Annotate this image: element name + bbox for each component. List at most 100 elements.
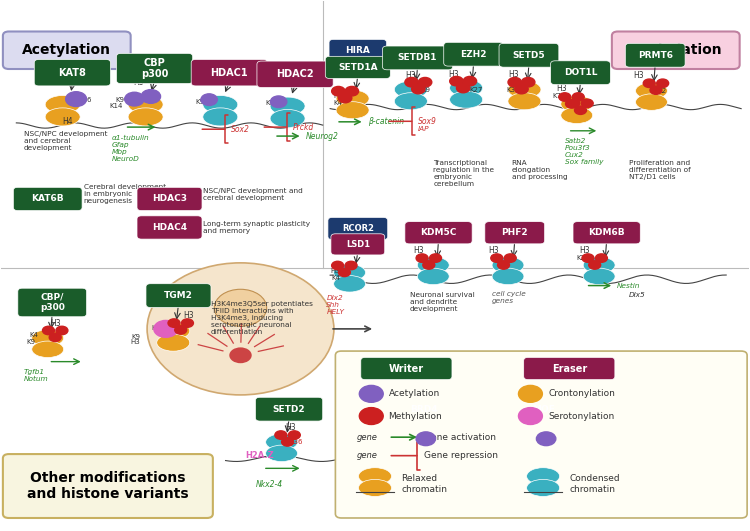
Text: Dlx2
Shh
HELY: Dlx2 Shh HELY [326,295,344,314]
FancyBboxPatch shape [34,59,110,86]
Text: Gene repression: Gene repression [424,451,497,460]
Circle shape [596,254,608,262]
Circle shape [581,99,593,108]
Text: BRD4: BRD4 [410,405,437,414]
Ellipse shape [45,96,80,114]
Circle shape [589,261,601,269]
Circle shape [508,78,521,87]
Text: DOT1L: DOT1L [564,68,597,77]
Text: HIRA: HIRA [346,46,370,55]
FancyBboxPatch shape [328,217,388,239]
Ellipse shape [270,97,305,115]
Circle shape [490,254,502,262]
Text: K9: K9 [115,97,124,103]
Ellipse shape [417,268,449,285]
Ellipse shape [334,276,365,292]
Text: R2: R2 [658,88,667,94]
Text: H3: H3 [556,84,567,93]
Text: macroH2A.1.2: macroH2A.1.2 [362,453,429,462]
Circle shape [56,326,68,335]
Ellipse shape [635,94,668,110]
Circle shape [416,254,428,262]
Text: H3: H3 [580,246,590,255]
Circle shape [332,261,344,270]
Text: Acetylation: Acetylation [22,43,111,57]
FancyBboxPatch shape [484,221,544,244]
FancyBboxPatch shape [331,234,385,255]
Ellipse shape [492,257,524,273]
Ellipse shape [584,268,615,285]
Ellipse shape [45,108,80,126]
FancyBboxPatch shape [612,31,740,69]
Text: Nestin: Nestin [617,282,640,288]
Ellipse shape [522,434,554,450]
Text: Transcriptional
regulation in the
embryonic
cerebellum: Transcriptional regulation in the embryo… [433,160,494,187]
Circle shape [345,87,358,96]
Text: EZH2: EZH2 [460,50,487,59]
Circle shape [154,320,178,337]
Circle shape [416,432,436,446]
Text: K16: K16 [78,97,92,103]
Text: HDAC2: HDAC2 [276,69,314,79]
Text: Acetylation: Acetylation [388,389,439,398]
Circle shape [124,92,144,106]
Text: IAP: IAP [418,126,429,132]
Circle shape [464,76,476,86]
Ellipse shape [561,96,592,112]
Text: K9: K9 [266,100,274,106]
Text: CBP/
p300: CBP/ p300 [40,293,64,312]
Text: Eraser: Eraser [552,364,587,373]
Circle shape [182,319,194,327]
FancyBboxPatch shape [116,54,193,83]
FancyBboxPatch shape [3,31,130,69]
Text: H3: H3 [406,71,416,80]
Ellipse shape [635,83,668,99]
Circle shape [201,94,217,106]
Text: Sox2: Sox2 [231,125,250,134]
Text: Neurog2: Neurog2 [305,132,338,141]
FancyBboxPatch shape [382,46,453,70]
FancyBboxPatch shape [550,61,610,84]
Text: α1-tubulin
Gfap
Mbp
NeuroD: α1-tubulin Gfap Mbp NeuroD [112,134,149,161]
Circle shape [274,431,286,439]
FancyBboxPatch shape [146,284,211,307]
Circle shape [419,78,432,87]
Circle shape [288,431,300,439]
Circle shape [281,438,293,446]
Text: LSD1: LSD1 [346,240,370,249]
Text: K4: K4 [30,332,39,338]
Text: K9: K9 [27,339,36,345]
Ellipse shape [358,468,392,485]
Ellipse shape [450,80,483,97]
Text: MOF: MOF [532,405,554,414]
Text: RCOR2: RCOR2 [342,224,374,233]
Text: Other modifications
and histone variants: Other modifications and histone variants [27,471,189,501]
Circle shape [271,96,286,108]
FancyBboxPatch shape [256,397,322,421]
FancyBboxPatch shape [329,39,386,62]
Circle shape [50,333,62,341]
Text: PHF2: PHF2 [502,228,528,237]
Text: β-catenin: β-catenin [368,117,404,126]
FancyBboxPatch shape [361,357,452,380]
FancyBboxPatch shape [626,44,685,67]
Circle shape [504,254,516,262]
Circle shape [214,289,267,326]
Text: cell cycle
genes: cell cycle genes [491,291,525,304]
Text: K79: K79 [553,93,566,99]
Circle shape [657,79,669,88]
Circle shape [405,78,418,87]
Text: Dlx5: Dlx5 [629,292,646,297]
Text: Tgfb1
Notum: Tgfb1 Notum [24,369,49,381]
Text: K36: K36 [290,439,303,445]
Text: K9: K9 [196,99,205,105]
Circle shape [423,261,435,269]
Text: K4: K4 [152,325,160,331]
Text: gene: gene [356,451,377,460]
Circle shape [430,254,442,262]
Text: Satb2
Pou3f3
Cux2
Sox family: Satb2 Pou3f3 Cux2 Sox family [565,138,603,165]
Circle shape [566,100,578,108]
Text: NSC/NPC development
and cerebral
development: NSC/NPC development and cerebral develop… [24,131,107,151]
Text: K14: K14 [110,103,123,109]
Ellipse shape [522,445,554,461]
